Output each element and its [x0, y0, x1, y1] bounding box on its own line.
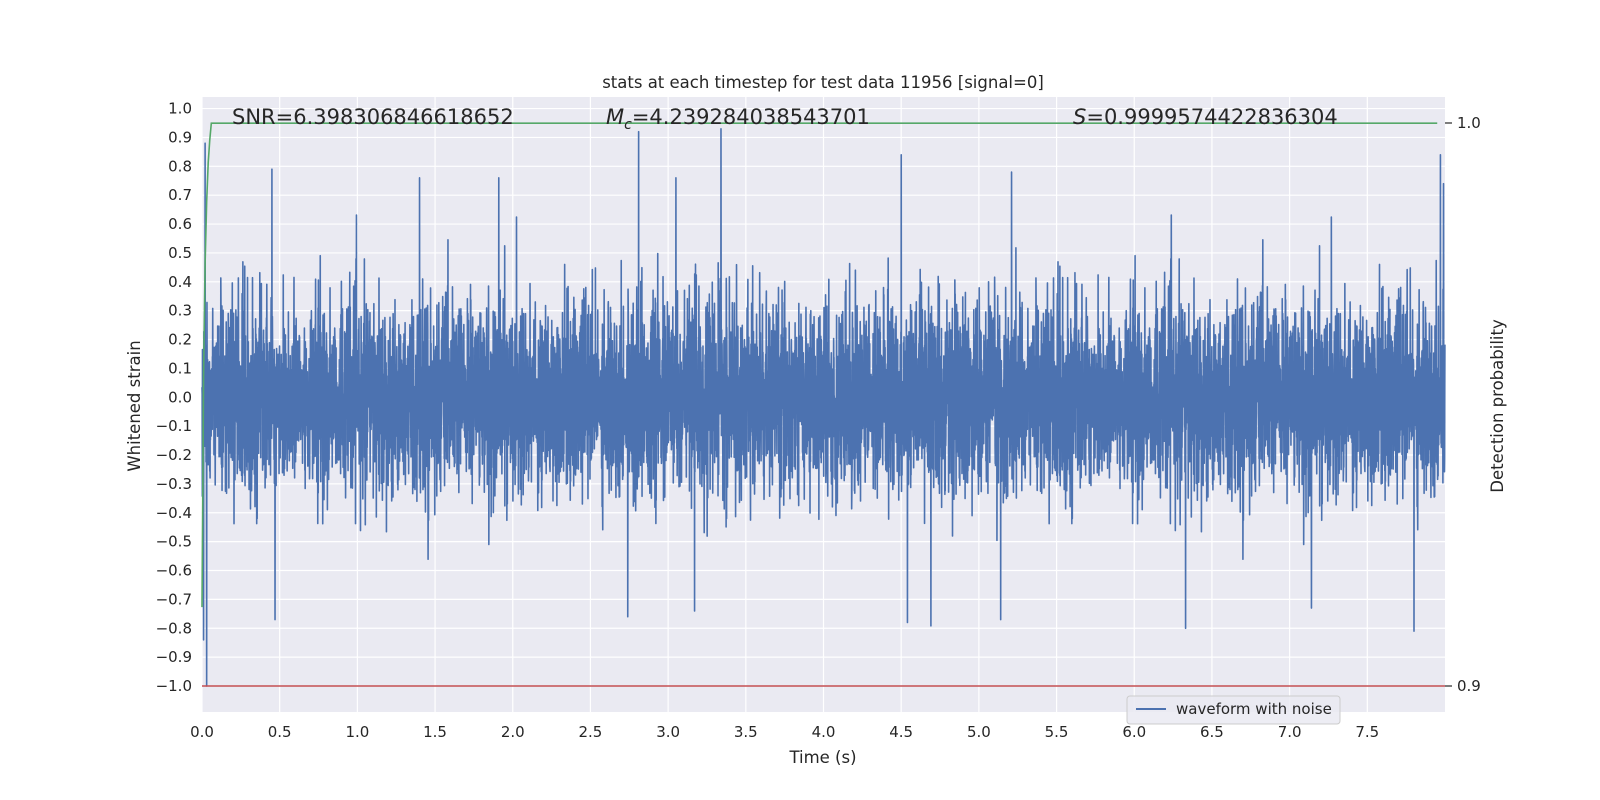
y-axis-ticks: −1.0 −0.9 −0.8 −0.7 −0.6 −0.5 −0.4 −0.3 −0.2 −0.1…: [156, 100, 192, 695]
y-tick-label: −0.1: [156, 417, 192, 435]
y-tick-label: 0.2: [168, 331, 192, 349]
y-tick-label: 0.3: [168, 302, 192, 320]
score-symbol: S: [1073, 105, 1086, 129]
x-axis-label: Time (s): [788, 748, 856, 767]
x-tick-label: 0.5: [268, 723, 292, 741]
chirp-mass-subscript: c: [624, 117, 632, 133]
score-value: =0.9999574422836304: [1086, 105, 1337, 129]
x-tick-label: 5.5: [1045, 723, 1069, 741]
chirp-mass-value: =4.239284038543701: [632, 105, 870, 129]
y2-axis-label: Detection probability: [1488, 319, 1507, 493]
score-annotation: S=0.9999574422836304: [1073, 105, 1338, 129]
detection-probability-line: [201, 122, 1438, 608]
y-tick-label: −0.7: [156, 590, 192, 608]
x-tick-label: 2.0: [501, 723, 525, 741]
y-tick-label: −0.2: [156, 446, 192, 464]
legend-box: [1126, 695, 1341, 725]
x-tick-label: 6.5: [1200, 723, 1224, 741]
y-tick-label: −0.3: [156, 475, 192, 493]
y-tick-label: 1.0: [168, 100, 192, 118]
y-tick-label: −0.6: [156, 562, 192, 580]
y-tick-label: −0.4: [156, 504, 192, 522]
y-tick-label: 0.6: [168, 215, 192, 233]
chirp-mass-annotation: Mc=4.239284038543701: [606, 105, 870, 133]
legend-label-waveform: waveform with noise: [1176, 700, 1332, 718]
y2-axis-ticks: 0.9 1.0: [1445, 114, 1481, 695]
y-tick-label: 0.9: [168, 128, 192, 146]
x-tick-label: 7.0: [1278, 723, 1302, 741]
x-tick-label: 3.0: [656, 723, 680, 741]
y-tick-label: 0.7: [168, 186, 192, 204]
y2-tick-label: 0.9: [1457, 677, 1481, 695]
x-tick-label: 0.0: [190, 723, 214, 741]
y-tick-label: 0.1: [168, 359, 192, 377]
chirp-mass-symbol: M: [606, 105, 624, 129]
x-tick-label: 2.5: [579, 723, 603, 741]
x-tick-label: 1.0: [345, 723, 369, 741]
waveform-with-noise-line: [201, 127, 1446, 687]
y-tick-label: 0.5: [168, 244, 192, 262]
x-tick-label: 4.0: [812, 723, 836, 741]
snr-annotation: SNR=6.398306846618652: [232, 105, 514, 129]
x-tick-label: 5.0: [967, 723, 991, 741]
x-tick-label: 4.5: [889, 723, 913, 741]
y-tick-label: −0.5: [156, 533, 192, 551]
y-axis-label: Whitened strain: [125, 340, 144, 471]
y-tick-label: 0.0: [168, 388, 192, 406]
chart-title: stats at each timestep for test data 119…: [602, 73, 1044, 92]
x-axis-ticks: 0.0 0.5 1.0 1.5 2.0 2.5 3.0 3.5 4.0 4.5 5.0 5.5 6.0 6…: [190, 723, 1379, 741]
y2-tick-label: 1.0: [1457, 114, 1481, 132]
y-tick-label: 0.4: [168, 273, 192, 291]
y-tick-label: 0.8: [168, 157, 192, 175]
x-tick-label: 3.5: [734, 723, 758, 741]
x-tick-label: 1.5: [423, 723, 447, 741]
y-tick-label: −0.9: [156, 648, 192, 666]
y-tick-label: −1.0: [156, 677, 192, 695]
x-tick-label: 6.0: [1122, 723, 1146, 741]
legend: waveform with noise: [1126, 695, 1341, 725]
y-tick-label: −0.8: [156, 619, 192, 637]
x-tick-label: 7.5: [1355, 723, 1379, 741]
series: [201, 122, 1446, 687]
